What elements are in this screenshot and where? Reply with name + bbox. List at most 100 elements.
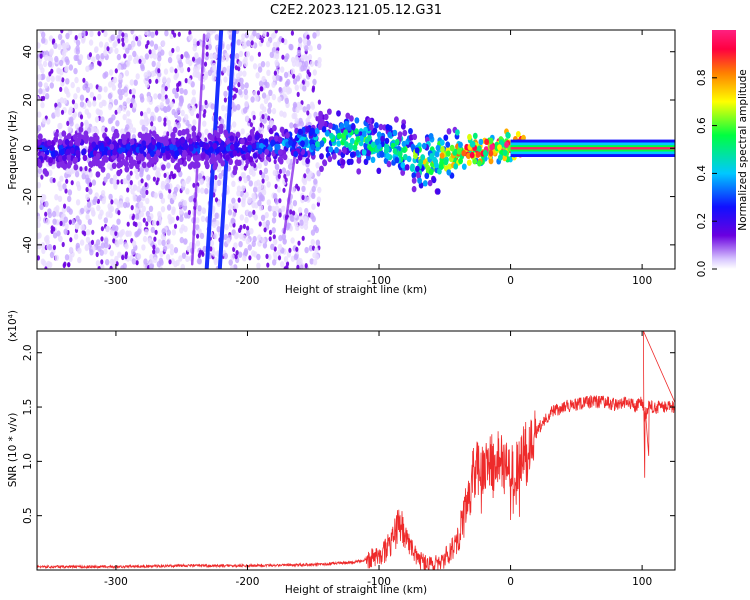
noise-dot [166, 119, 172, 127]
noise-dot [211, 30, 217, 34]
noise-dot [261, 237, 266, 244]
noise-dot [52, 218, 57, 225]
noise-dot [169, 243, 174, 251]
noise-dot [163, 121, 167, 127]
noise-dot [227, 209, 233, 216]
noise-dot [118, 93, 123, 101]
signal-blob [293, 150, 299, 158]
noise-dot [94, 116, 100, 123]
signal-blob [359, 135, 364, 142]
signal-blob [174, 150, 180, 157]
noise-dot [200, 187, 205, 194]
signal-blob [456, 148, 462, 155]
noise-dot [266, 181, 271, 188]
noise-dot [291, 186, 296, 193]
noise-dot [248, 255, 252, 261]
noise-dot [101, 197, 106, 205]
x-tick-label: 100 [632, 576, 652, 588]
signal-blob [376, 131, 382, 138]
signal-blob [354, 128, 359, 135]
noise-dot [298, 37, 303, 44]
noise-dot [195, 240, 201, 247]
noise-dot [135, 260, 139, 266]
noise-dot [117, 64, 122, 71]
noise-dot [125, 47, 130, 54]
signal-blob [484, 138, 489, 145]
noise-dot [139, 210, 144, 218]
noise-dot [117, 251, 122, 258]
noise-dot [131, 240, 137, 247]
noise-dot [54, 55, 59, 63]
noise-dot [238, 227, 242, 233]
noise-dot [135, 73, 140, 80]
noise-dot [247, 197, 252, 204]
noise-dot [263, 159, 268, 167]
signal-blob [348, 158, 354, 165]
signal-blob [461, 150, 467, 157]
signal-blob [204, 154, 210, 162]
signal-blob [327, 108, 332, 115]
noise-dot [144, 119, 149, 127]
noise-dot [308, 170, 313, 178]
noise-dot [156, 261, 162, 268]
signal-blob [73, 164, 79, 171]
noise-dot [166, 204, 172, 211]
noise-dot [124, 70, 130, 77]
noise-dot [265, 219, 270, 227]
noise-dot [44, 200, 49, 208]
signal-blob [141, 134, 146, 142]
signal-blob [322, 159, 328, 167]
noise-dot [171, 229, 176, 236]
noise-dot [274, 198, 279, 205]
noise-dot [241, 33, 246, 40]
noise-dot [265, 253, 269, 259]
noise-dot [187, 77, 192, 85]
signal-blob [319, 153, 324, 160]
signal-blob [257, 147, 263, 155]
noise-dot [257, 234, 262, 241]
signal-blob [344, 120, 349, 128]
noise-dot [274, 163, 280, 170]
signal-blob [61, 130, 67, 137]
signal-blob [121, 158, 126, 166]
signal-blob [446, 150, 451, 157]
noise-dot [89, 30, 94, 38]
noise-dot [302, 85, 307, 92]
noise-dot [286, 251, 292, 258]
noise-dot [155, 78, 159, 84]
signal-blob [64, 138, 70, 146]
noise-dot [192, 45, 197, 52]
signal-blob [180, 137, 186, 144]
noise-dot [59, 220, 63, 226]
noise-dot [160, 89, 166, 96]
noise-dot [221, 104, 226, 112]
noise-dot [74, 76, 79, 84]
noise-dot [211, 75, 216, 82]
noise-dot [83, 205, 89, 212]
noise-dot [67, 262, 71, 268]
noise-dot [204, 34, 209, 41]
steady-band-layer [510, 147, 675, 150]
signal-blob [327, 155, 333, 163]
noise-dot [239, 77, 244, 85]
signal-blob [445, 141, 451, 148]
noise-dot [257, 162, 262, 169]
signal-blob [272, 124, 277, 132]
noise-dot [134, 167, 139, 175]
noise-dot [260, 60, 266, 68]
signal-blob [466, 152, 471, 159]
noise-dot [166, 105, 171, 113]
noise-dot [272, 259, 277, 266]
noise-dot [273, 159, 277, 165]
colorbar-tick-label: 0.2 [696, 213, 708, 230]
signal-blob [99, 145, 105, 152]
noise-dot [171, 47, 175, 54]
noise-dot [133, 79, 138, 86]
figure-title: C2E2.2023.121.05.12.G31 [270, 3, 442, 18]
noise-dot [95, 260, 101, 267]
noise-dot [292, 78, 298, 85]
noise-dot [91, 179, 97, 186]
signal-blob [431, 176, 437, 184]
noise-dot [41, 88, 46, 95]
signal-blob [160, 146, 166, 154]
